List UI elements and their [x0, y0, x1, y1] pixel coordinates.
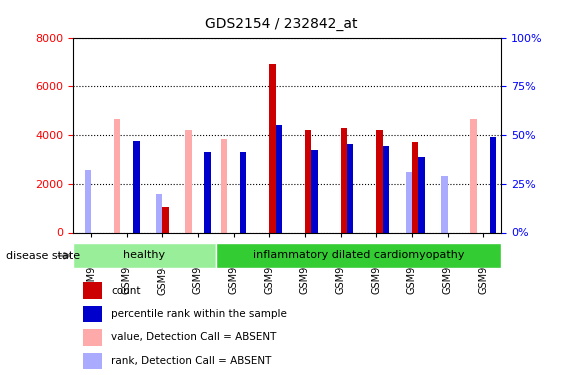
Bar — [221, 139, 227, 232]
Text: value, Detection Call = ABSENT: value, Detection Call = ABSENT — [111, 333, 277, 342]
Bar — [84, 170, 91, 232]
Bar — [83, 352, 102, 369]
Bar — [156, 194, 162, 232]
Text: rank, Detection Call = ABSENT: rank, Detection Call = ABSENT — [111, 356, 272, 366]
Bar — [311, 150, 318, 232]
Text: count: count — [111, 286, 141, 296]
Text: disease state: disease state — [6, 251, 80, 261]
Bar — [240, 152, 247, 232]
Bar — [341, 128, 347, 232]
Bar — [269, 64, 276, 232]
Text: percentile rank within the sample: percentile rank within the sample — [111, 309, 287, 319]
Bar — [185, 130, 191, 232]
Bar — [216, 243, 501, 268]
Text: GDS2154 / 232842_at: GDS2154 / 232842_at — [205, 17, 358, 31]
Bar — [383, 146, 389, 232]
Bar — [405, 172, 412, 232]
Bar — [376, 130, 383, 232]
Text: healthy: healthy — [123, 251, 166, 260]
Bar — [418, 157, 425, 232]
Bar — [83, 329, 102, 346]
Bar — [471, 119, 477, 232]
Bar — [83, 282, 102, 299]
Bar — [114, 119, 120, 232]
Bar — [73, 243, 216, 268]
Bar — [204, 152, 211, 232]
Bar — [305, 130, 311, 232]
Bar — [276, 125, 282, 232]
Bar — [347, 144, 354, 232]
Bar — [412, 142, 418, 232]
Bar — [162, 207, 169, 232]
Bar — [133, 141, 140, 232]
Text: inflammatory dilated cardiomyopathy: inflammatory dilated cardiomyopathy — [253, 251, 464, 260]
Bar — [83, 306, 102, 322]
Bar — [441, 177, 448, 232]
Bar — [490, 138, 496, 232]
